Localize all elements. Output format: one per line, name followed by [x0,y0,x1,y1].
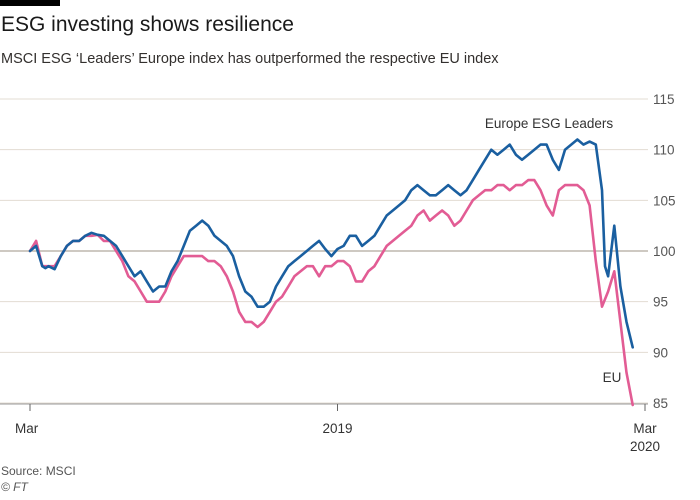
chart-title: ESG investing shows resilience [1,13,294,36]
y-tick-105: 105 [653,193,676,208]
series-lines [28,138,634,407]
chart-subtitle: MSCI ESG ‘Leaders’ Europe index has outp… [1,51,499,67]
brand-bar [0,0,60,6]
ft-credit: © FT [1,480,28,494]
y-gridlines [0,98,648,404]
source-note: Source: MSCI [1,464,76,478]
x-tick-label-2: Mar [633,421,657,436]
series-label-eu: EU [603,370,622,385]
y-tick-95: 95 [653,295,668,310]
y-tick-100: 100 [653,244,676,259]
y-tick-115: 115 [653,92,675,107]
series-line-europe-esg-leaders [28,138,634,349]
series-labels: Europe ESG Leaders EU [485,116,622,385]
series-line-eu [28,178,634,407]
x-tick-label-0: Mar [15,421,39,436]
y-tick-110: 110 [653,143,675,158]
y-axis-ticks: 85 90 95 100 105 110 115 [653,92,676,411]
y-tick-90: 90 [653,345,668,360]
x-tick-label-1: 2019 [322,421,352,436]
series-label-leaders: Europe ESG Leaders [485,116,614,131]
x-tick-sublabel-2: 2020 [630,439,660,454]
y-tick-85: 85 [653,396,668,411]
x-axis-ticks: Mar 2019 Mar 2020 [0,403,660,454]
